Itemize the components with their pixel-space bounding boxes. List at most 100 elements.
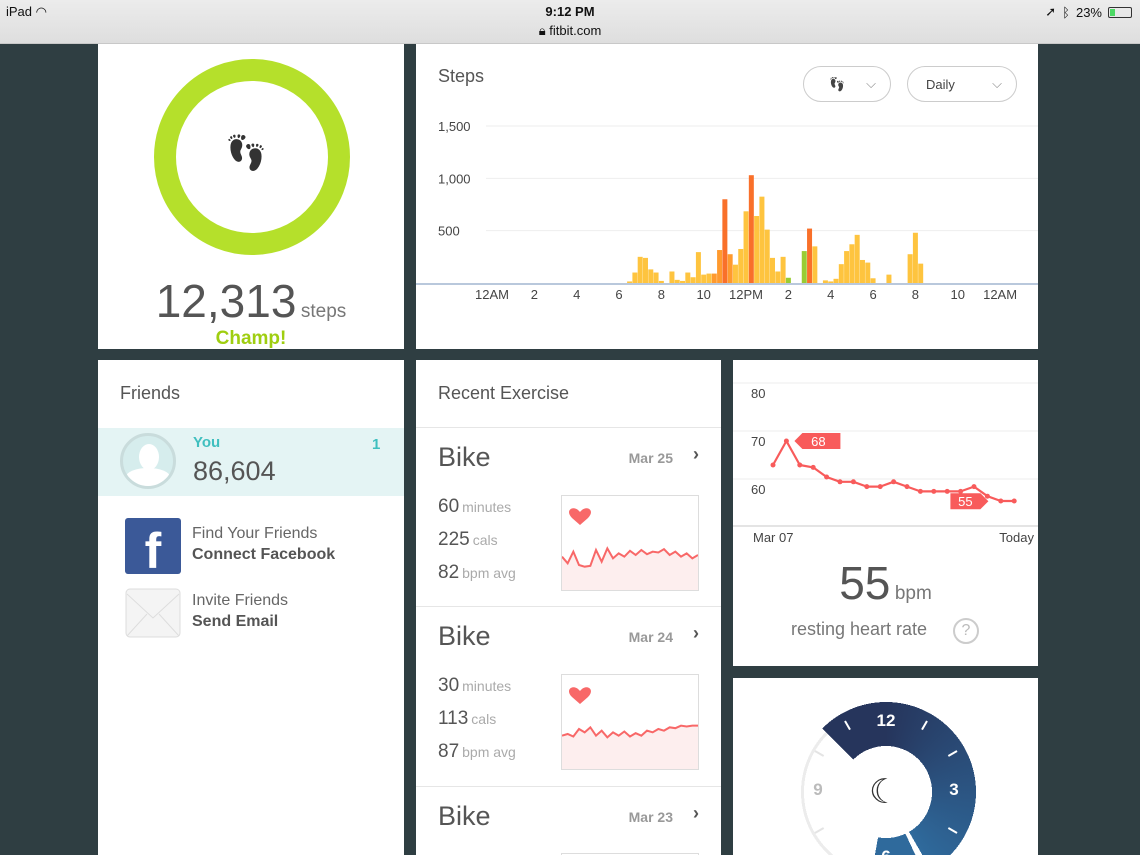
period-value: Daily: [926, 76, 955, 92]
steps-tile[interactable]: 👣︎ 12,313 steps Champ!: [98, 44, 404, 349]
hour-tick: [947, 827, 958, 834]
step-bar: [849, 244, 855, 283]
data-point: [864, 484, 870, 490]
period-dropdown[interactable]: Daily ⌵: [907, 66, 1017, 102]
steps-unit: steps: [300, 301, 347, 322]
step-bar: [764, 229, 770, 283]
send-email-link[interactable]: Invite Friends Send Email: [125, 586, 395, 644]
exercise-item[interactable]: Bike Mar 25 › 60 minutes 225 cals 82 bpm av…: [416, 427, 721, 606]
resting-hr-value: 55 bpm: [733, 556, 1038, 610]
sleep-card[interactable]: 12 3 6 9 ☾: [733, 678, 1038, 855]
chevron-down-icon: ⌵: [866, 76, 876, 91]
exercise-date: Mar 24: [628, 629, 673, 645]
footsteps-icon: 👣︎: [828, 75, 846, 92]
envelope-icon: [125, 588, 181, 638]
ring-arc: [154, 59, 350, 255]
battery-icon: [1108, 6, 1132, 18]
friends-card: Friends You 86,604 1 f Find Your Friends…: [98, 360, 404, 855]
clock-label-6-wrap: 6: [871, 848, 901, 855]
exercise-bpm: 87 bpm avg: [438, 741, 516, 762]
step-bar: [801, 251, 807, 283]
exercise-name: Bike: [438, 621, 491, 651]
step-bar: [685, 272, 691, 283]
address-bar[interactable]: 🔒︎ fitbit.com: [0, 23, 1140, 39]
exercise-item[interactable]: Bike Mar 23 ›: [416, 786, 721, 855]
action-label: Find Your Friends: [192, 525, 318, 542]
step-bar: [732, 264, 738, 283]
hr-value: 55: [839, 557, 891, 609]
data-point: [944, 488, 950, 494]
step-bar: [648, 269, 654, 283]
help-icon[interactable]: ?: [953, 618, 979, 644]
steps-value: 12,313: [155, 275, 297, 327]
x-tick-label: 6: [869, 287, 876, 302]
step-bar: [828, 281, 834, 283]
callout-shape: [794, 433, 841, 449]
url-text: fitbit.com: [549, 23, 602, 38]
friend-steps: 86,604: [193, 456, 276, 486]
x-tick-label: 12AM: [475, 287, 509, 302]
exercise-name: Bike: [438, 442, 491, 472]
step-bar: [780, 256, 786, 283]
step-bar: [822, 280, 828, 283]
exercise-item[interactable]: Bike Mar 24 › 30 minutes 113 cals 87 bpm av…: [416, 606, 721, 785]
connect-facebook-link[interactable]: f Find Your Friends Connect Facebook: [125, 518, 395, 576]
exercise-date: Mar 23: [628, 809, 673, 825]
data-point: [797, 462, 803, 468]
hour-tick: [814, 750, 825, 757]
moon-icon: ☾: [869, 773, 900, 811]
clock: 9:12 PM: [545, 4, 595, 19]
step-bar: [717, 250, 723, 283]
value-callout: 55: [950, 493, 989, 510]
sparkline: [562, 546, 698, 568]
data-point: [783, 438, 789, 444]
chevron-down-icon: ⌵: [992, 76, 1002, 91]
y-tick-label: 80: [751, 386, 765, 401]
bluetooth-icon: ᛒ: [1062, 4, 1070, 20]
device-name: iPad: [6, 4, 33, 19]
data-point: [984, 493, 990, 499]
action-title: Send Email: [192, 613, 279, 630]
x-end-label: Today: [999, 530, 1034, 545]
data-point: [998, 498, 1004, 504]
activity-type-dropdown[interactable]: 👣︎ ⌵: [803, 66, 891, 102]
step-bar: [770, 257, 776, 283]
step-bar: [907, 254, 913, 283]
x-tick-label: 8: [658, 287, 665, 302]
steps-chart-title: Steps: [438, 66, 485, 86]
sparkline: [562, 724, 698, 739]
status-icons: ➚ ᛒ 23%: [1045, 4, 1132, 20]
sparkline-fill: [562, 548, 698, 590]
step-bar: [695, 252, 701, 283]
x-tick-label: 2: [531, 287, 538, 302]
step-bar: [775, 271, 781, 283]
x-tick-label: 6: [615, 287, 622, 302]
heart-rate-sparkline: [561, 674, 699, 770]
resting-heart-rate-card[interactable]: 80 70 60 68 55 Mar 07 Today 55 bpm resting h…: [733, 360, 1038, 666]
wifi-icon: ◠: [35, 4, 47, 19]
steps-bar-chart: 1,500 1,000 500 12AM 2 4 6 8 10 12PM 2 4 6 8 10 12AM: [416, 119, 1038, 302]
x-tick-label: 4: [827, 287, 834, 302]
step-bar: [785, 277, 791, 283]
x-tick-label: 2: [785, 287, 792, 302]
step-bar: [918, 263, 924, 283]
chevron-right-icon: ›: [693, 803, 699, 823]
x-start-label: Mar 07: [753, 530, 794, 545]
battery-percent: 23%: [1075, 4, 1102, 20]
data-point: [850, 479, 856, 485]
data-point: [891, 479, 897, 485]
leaderboard-row-you[interactable]: You 86,604 1: [98, 428, 404, 496]
step-bar: [632, 272, 638, 283]
heart-icon: [569, 508, 591, 525]
step-bar: [738, 248, 744, 283]
clock-label-9: 9: [813, 780, 823, 799]
hour-tick: [947, 750, 958, 757]
step-bar: [706, 273, 712, 283]
y-tick-label: 1,000: [438, 171, 471, 186]
step-bar: [807, 228, 813, 283]
clock-label-3: 3: [949, 780, 959, 799]
clock-label-6: 6: [871, 848, 901, 855]
x-tick-label: 10: [696, 287, 710, 302]
exercise-minutes: 60 minutes: [438, 496, 512, 517]
data-point: [770, 462, 776, 468]
